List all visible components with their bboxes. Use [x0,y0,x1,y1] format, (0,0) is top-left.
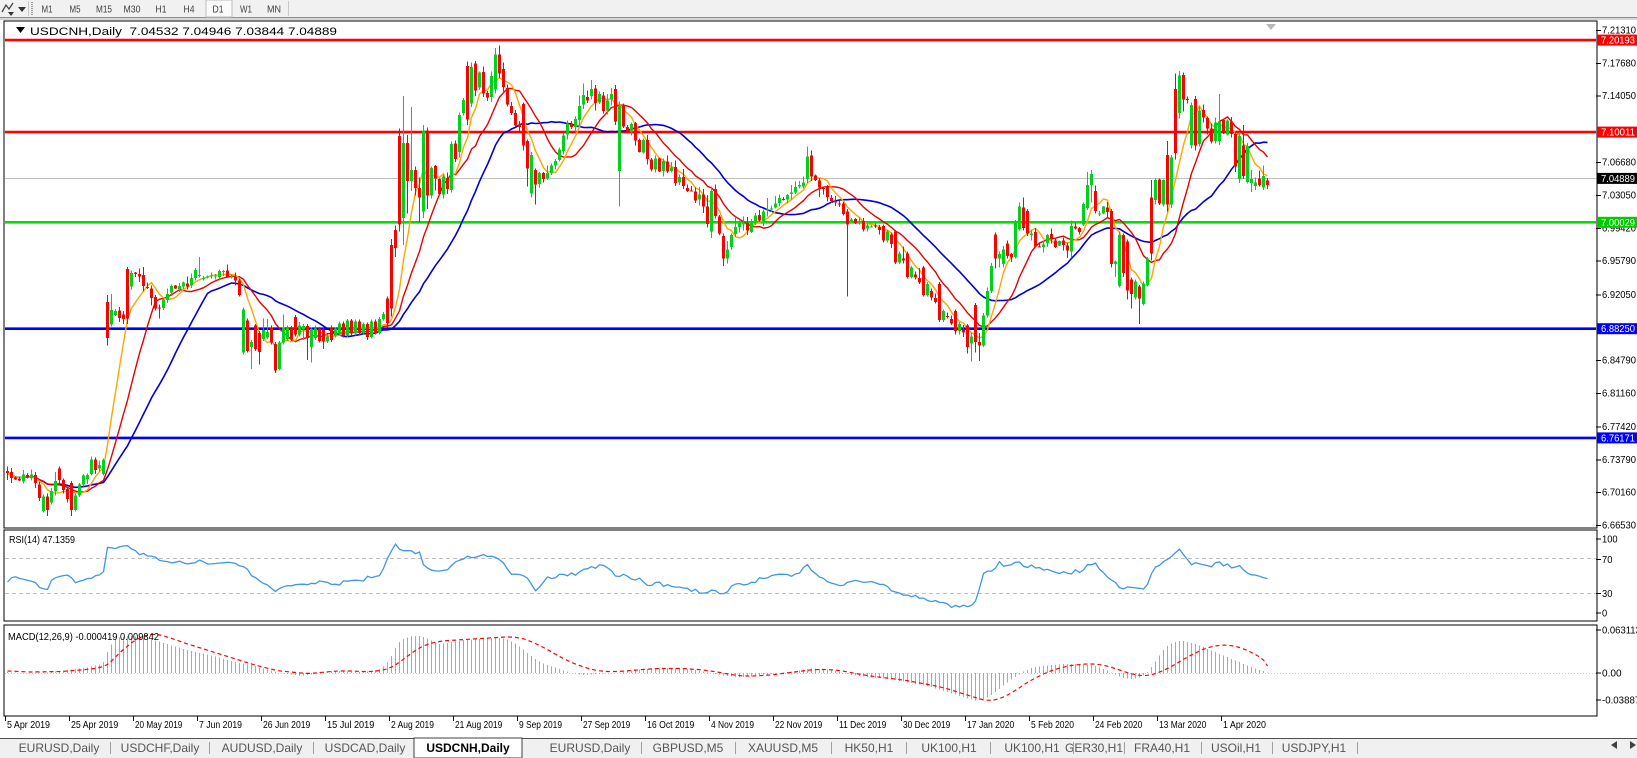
svg-text:6.73790: 6.73790 [1602,454,1636,466]
svg-text:27 Sep 2019: 27 Sep 2019 [583,719,630,731]
svg-text:7.04889: 7.04889 [1601,173,1635,185]
svg-text:USDJPY,H1: USDJPY,H1 [1282,741,1347,755]
svg-text:7.00029: 7.00029 [1601,217,1635,229]
svg-text:22 Nov 2019: 22 Nov 2019 [775,719,822,731]
svg-text:25 Apr 2019: 25 Apr 2019 [71,719,118,731]
svg-text:MN: MN [267,4,281,16]
svg-text:21 Aug 2019: 21 Aug 2019 [455,719,502,731]
svg-text:XAUUSD,M5: XAUUSD,M5 [748,741,818,755]
svg-text:W1: W1 [240,4,252,16]
svg-text:6.92050: 6.92050 [1602,289,1636,301]
svg-text:24 Feb 2020: 24 Feb 2020 [1095,719,1142,731]
svg-text:30 Dec 2019: 30 Dec 2019 [903,719,950,731]
svg-text:5 Apr 2019: 5 Apr 2019 [7,719,50,731]
svg-text:USDCNH,Daily 7.04532 7.04946: USDCNH,Daily 7.04532 7.04946 7.03844 7.0… [30,26,337,38]
svg-text:-0.0388734: -0.0388734 [1602,695,1637,707]
svg-text:17 Jan 2020: 17 Jan 2020 [967,719,1014,731]
svg-text:7.03050: 7.03050 [1602,190,1636,202]
svg-text:6.70160: 6.70160 [1602,487,1636,499]
svg-text:7.14050: 7.14050 [1602,90,1636,102]
svg-text:FRA40,H1: FRA40,H1 [1134,741,1190,755]
svg-text:0.00: 0.00 [1602,668,1622,680]
svg-text:EURUSD,Daily: EURUSD,Daily [550,741,631,755]
svg-text:M30: M30 [124,4,141,16]
svg-text:20 May 2019: 20 May 2019 [135,719,182,731]
svg-text:6.81160: 6.81160 [1602,387,1636,399]
svg-text:7.20193: 7.20193 [1601,35,1635,47]
svg-text:30: 30 [1602,588,1613,600]
svg-text:13 Mar 2020: 13 Mar 2020 [1159,719,1206,731]
svg-text:5 Feb 2020: 5 Feb 2020 [1031,719,1074,731]
svg-text:6.84790: 6.84790 [1602,355,1636,367]
svg-text:7.21310: 7.21310 [1602,25,1636,37]
svg-text:6.95790: 6.95790 [1602,255,1636,267]
svg-text:AUDUSD,Daily: AUDUSD,Daily [222,741,303,755]
svg-text:100: 100 [1602,534,1618,546]
svg-text:USOil,H1: USOil,H1 [1211,741,1261,755]
svg-text:RSI(14) 47.1359: RSI(14) 47.1359 [9,534,75,546]
svg-text:16 Oct 2019: 16 Oct 2019 [647,719,694,731]
svg-text:USDCHF,Daily: USDCHF,Daily [121,741,200,755]
svg-text:GER30,H1: GER30,H1 [1065,741,1123,755]
svg-text:0.0631134: 0.0631134 [1602,625,1637,637]
svg-text:HK50,H1: HK50,H1 [845,741,894,755]
svg-text:MACD(12,26,9) -0.000419 0.0098: MACD(12,26,9) -0.000419 0.009842 [8,631,159,643]
svg-text:6.66530: 6.66530 [1602,520,1636,532]
svg-text:15 Jul 2019: 15 Jul 2019 [327,719,374,731]
svg-text:70: 70 [1602,554,1613,566]
svg-text:7.10011: 7.10011 [1601,127,1635,139]
svg-text:9 Sep 2019: 9 Sep 2019 [519,719,562,731]
svg-text:1 Apr 2020: 1 Apr 2020 [1223,719,1266,731]
svg-text:H1: H1 [156,4,167,16]
svg-text:2 Aug 2019: 2 Aug 2019 [391,719,434,731]
svg-text:M1: M1 [42,4,53,16]
svg-text:UK100,H1: UK100,H1 [921,741,977,755]
svg-text:7.06680: 7.06680 [1602,157,1636,169]
svg-text:26 Jun 2019: 26 Jun 2019 [263,719,310,731]
svg-text:11 Dec 2019: 11 Dec 2019 [839,719,886,731]
svg-text:UK100,H1: UK100,H1 [1004,741,1060,755]
svg-text:7 Jun 2019: 7 Jun 2019 [199,719,242,731]
svg-text:7.17680: 7.17680 [1602,57,1636,69]
svg-text:USDCNH,Daily: USDCNH,Daily [426,741,510,755]
svg-text:M15: M15 [96,4,112,16]
svg-text:6.76171: 6.76171 [1601,432,1635,444]
svg-text:4 Nov 2019: 4 Nov 2019 [711,719,754,731]
svg-text:GBPUSD,M5: GBPUSD,M5 [653,741,724,755]
svg-text:0: 0 [1602,608,1607,620]
svg-text:USDCAD,Daily: USDCAD,Daily [325,741,406,755]
svg-text:M5: M5 [70,4,81,16]
svg-text:H4: H4 [184,4,195,16]
svg-text:D1: D1 [213,4,224,16]
svg-text:EURUSD,Daily: EURUSD,Daily [19,741,100,755]
svg-text:6.88250: 6.88250 [1601,323,1635,335]
svg-text:6.77420: 6.77420 [1602,421,1636,433]
